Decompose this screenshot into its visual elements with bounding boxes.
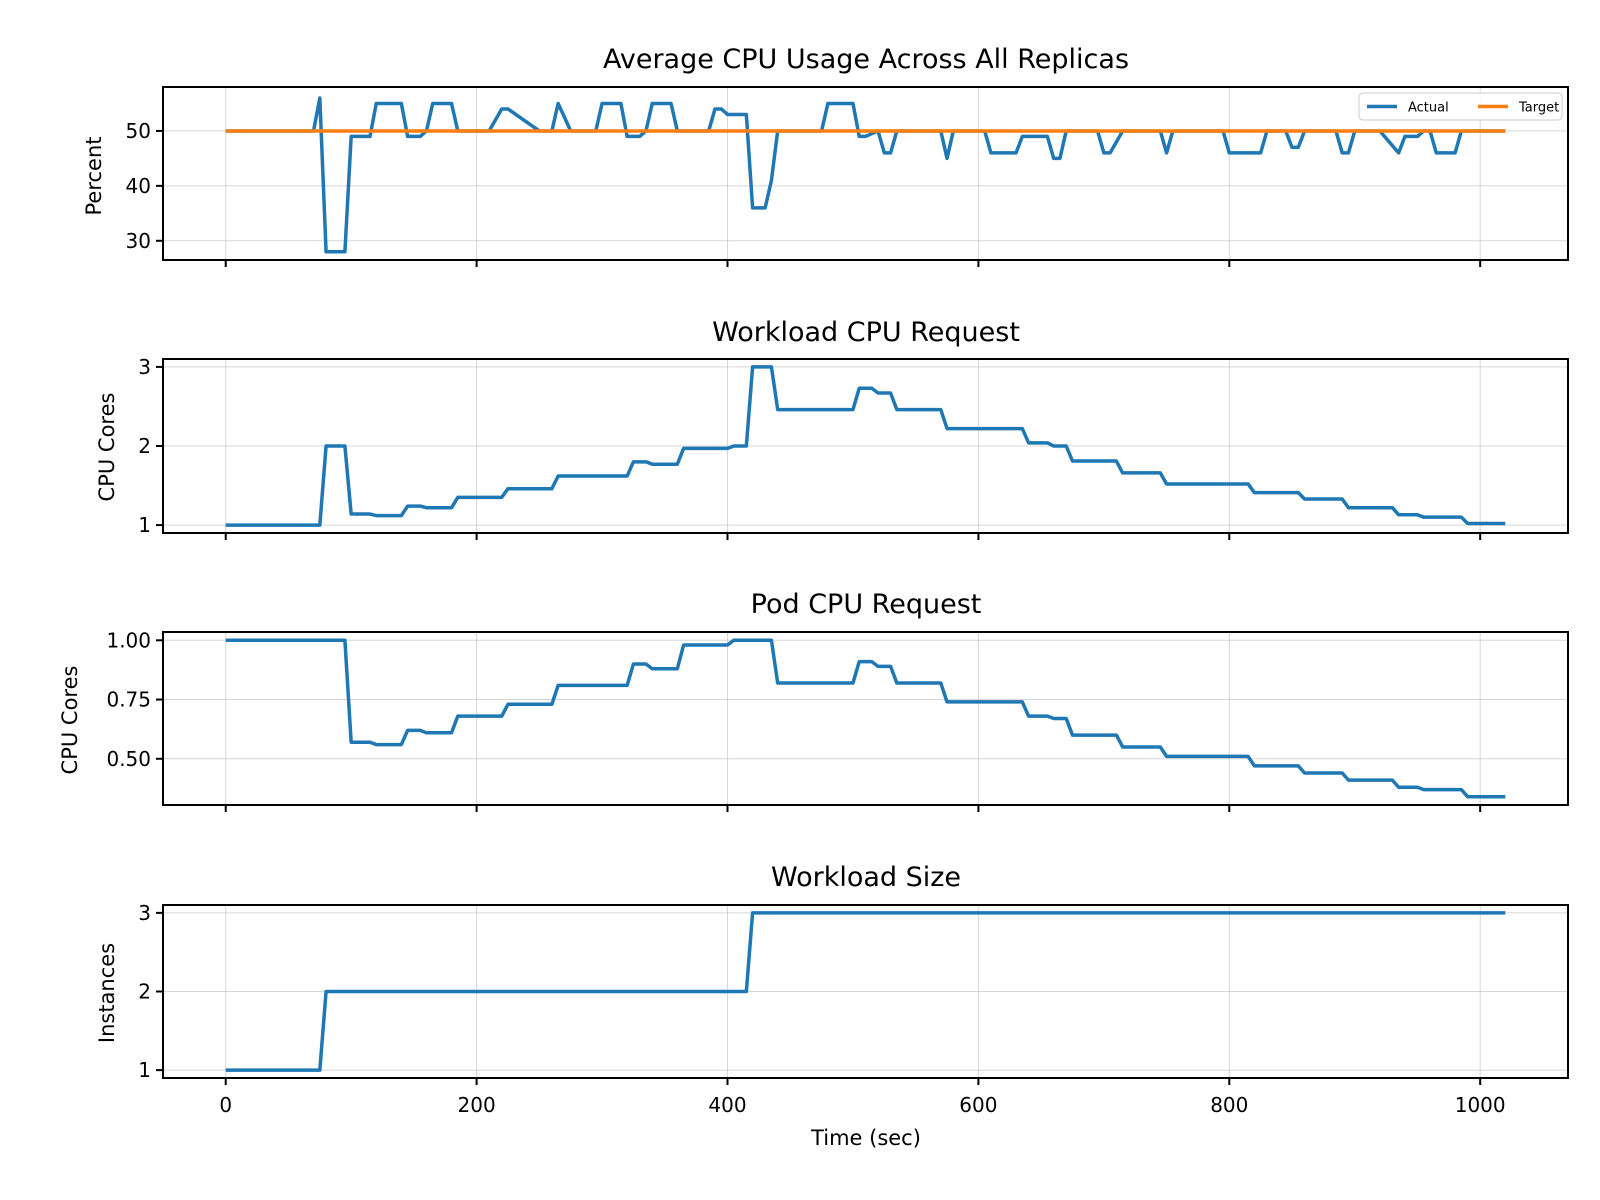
pod-cpu-request-ytick-label: 1.00 — [106, 628, 151, 652]
pod-cpu-request-ylabel: CPU Cores — [58, 666, 82, 775]
workload-size-ytick-label: 1 — [138, 1058, 151, 1082]
workload-size-ylabel: Instances — [95, 943, 119, 1043]
workload-size-ytick-label: 3 — [138, 901, 151, 925]
workload-cpu-request-panel: Workload CPU Request CPU Cores 1 2 3 — [95, 317, 1569, 540]
pod-cpu-request-ytick-label: 0.50 — [106, 747, 151, 771]
pod-cpu-request-series-line — [225, 638, 1506, 799]
xtick-label: 1000 — [1455, 1093, 1506, 1117]
workload-size-series-line — [225, 911, 1506, 1072]
xtick-label: 0 — [219, 1093, 232, 1117]
xtick-label: 400 — [708, 1093, 746, 1117]
legend-label-actual: Actual — [1408, 101, 1449, 116]
cpu-usage-axes-frame — [162, 86, 1569, 261]
pod-cpu-request-title: Pod CPU Request — [751, 589, 982, 620]
pod-cpu-request-panel: Pod CPU Request CPU Cores 0.50 0.75 1.00 — [58, 589, 1569, 812]
workload-size-title: Workload Size — [771, 862, 961, 893]
xtick-label: 600 — [959, 1093, 997, 1117]
cpu-usage-ylabel: Percent — [82, 136, 106, 215]
workload-cpu-request-ytick-label: 1 — [138, 513, 151, 537]
cpu-usage-title: Average CPU Usage Across All Replicas — [603, 44, 1129, 75]
xtick-label: 800 — [1210, 1093, 1248, 1117]
workload-size-panel: Workload Size Instances Time (sec) 1 2 3 0 2… — [95, 862, 1569, 1150]
cpu-usage-ytick-label: 30 — [126, 229, 151, 253]
workload-cpu-request-ytick-label: 3 — [138, 355, 151, 379]
workload-size-ytick-label: 2 — [138, 980, 151, 1004]
workload-cpu-request-ytick-label: 2 — [138, 434, 151, 458]
cpu-usage-panel: Average CPU Usage Across All Replicas Pe… — [82, 44, 1569, 267]
xtick-label: 200 — [458, 1093, 496, 1117]
pod-cpu-request-axes-frame — [162, 631, 1569, 806]
pod-cpu-request-ytick-label: 0.75 — [106, 688, 151, 712]
cpu-usage-ytick-label: 50 — [126, 119, 151, 143]
legend-label-target: Target — [1518, 101, 1559, 116]
cpu-usage-legend: Actual Target — [1358, 92, 1563, 121]
x-axis-label: Time (sec) — [810, 1126, 921, 1150]
cpu-usage-series-actual — [225, 96, 1506, 254]
workload-cpu-request-ylabel: CPU Cores — [95, 393, 119, 502]
cpu-usage-legend-box — [1358, 92, 1563, 121]
workload-cpu-request-title: Workload CPU Request — [712, 317, 1020, 348]
cpu-usage-ytick-label: 40 — [126, 174, 151, 198]
workload-cpu-request-series-line — [225, 365, 1506, 527]
